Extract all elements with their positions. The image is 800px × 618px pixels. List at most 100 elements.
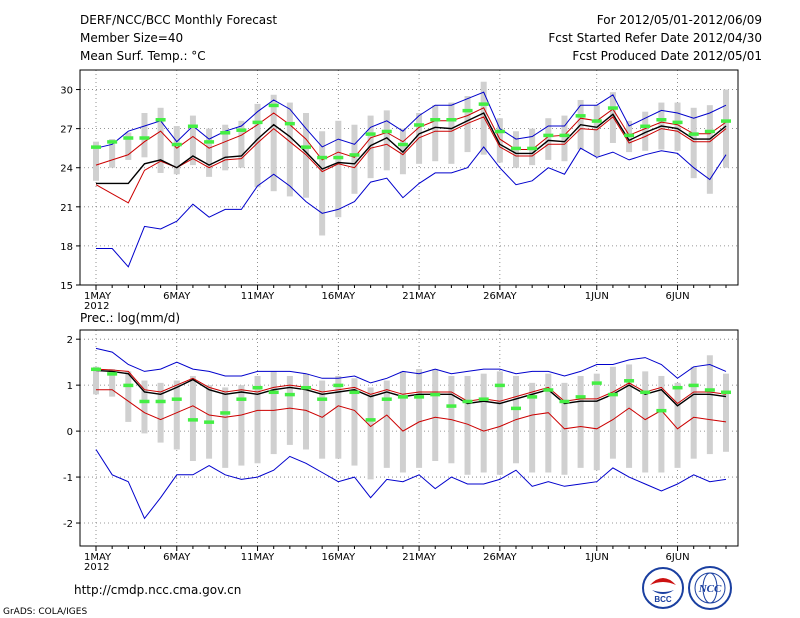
temp-spread-bar [93,141,99,181]
temp-x-tick-label: 6MAY [163,291,191,302]
temp-observed-marker [91,145,101,149]
chart-title: DERF/NCC/BCC Monthly Forecast [80,13,277,27]
temp-observed-marker [672,120,683,125]
bcc-logo-text: BCC [654,595,672,604]
prec-spread-bar [109,369,116,397]
prec-observed-marker [527,395,538,399]
temp-spread-bar [173,126,180,175]
prec-spread-bar [286,375,293,445]
prec-spread-bar [416,369,423,468]
temp-x-tick-label: 1JUN [585,291,609,302]
bcc-logo-wave [652,590,674,594]
prec-spread-bar [545,373,552,473]
prec-y-tick-label: 1 [67,381,73,392]
prec-mean-line [95,369,727,407]
prec-observed-marker [478,397,489,401]
footer-url[interactable]: http://cmdp.ncc.cma.gov.cn [74,583,241,597]
prec-spread-bar [609,366,616,459]
prec-observed-marker [462,399,473,404]
prec-observed-marker [397,395,408,399]
prec-observed-marker [446,404,457,408]
temp-spread-bar [286,102,293,197]
temp-observed-marker [543,133,554,138]
temp-lower-line [95,116,727,204]
prec-x-tick-label: 1JUN [585,552,609,563]
temp-observed-marker [478,102,489,106]
prec-spread-bar [577,375,584,468]
prec-observed-marker [704,388,715,392]
temp-observed-marker [462,108,473,113]
prec-spread-bar [496,371,503,475]
temp-min-line [96,146,727,268]
prec-observed-marker [656,408,667,413]
prec-x-tick-label: 16MAY [322,552,356,563]
temp-observed-marker [414,123,425,127]
prec-spread-bar [367,387,374,480]
prec-spread-bar [351,378,358,466]
temp-observed-marker [317,155,328,160]
temp-spread-bar [383,110,390,171]
temp-spread-bar [496,118,503,163]
temp-max-line [95,91,727,149]
prec-spread-bar [723,373,729,452]
prec-spread-bar [529,382,536,473]
start-date: Fcst Started Refer Date 2012/04/30 [548,31,762,45]
temp-spread-bar [351,124,358,194]
temp-x-tick-label: 6JUN [665,291,689,302]
temp-observed-marker [365,132,376,136]
temp-observed-marker [268,103,279,108]
temp-spread-bar [690,107,697,179]
temp-observed-marker [656,118,667,122]
temp-observed-marker [559,133,570,138]
prec-spread-bar [238,385,245,466]
prec-spread-bar [674,382,681,468]
temp-spread-bar [593,105,600,156]
temp-spread-bar [319,131,326,236]
prec-observed-marker [268,390,279,395]
temp-observed-marker [494,129,505,134]
prec-observed-marker [575,395,586,399]
temp-spread-bar [480,81,487,155]
temp-x-year-label: 2012 [84,301,109,312]
temp-mean-line [96,112,727,185]
prec-upper-line [95,368,727,405]
prec-spread-bar [658,375,665,473]
temp-spread-bar [448,102,455,164]
temp-observed-marker [721,119,731,123]
temp-observed-marker [704,129,715,134]
temp-observed-marker [139,136,150,140]
prec-observed-marker [511,406,521,411]
bcc-logo-swirl [650,578,676,585]
prec-observed-marker [543,388,554,392]
temp-observed-marker [624,133,635,138]
prec-observed-marker [414,395,425,399]
prec-spread-bar [690,366,697,459]
prec-observed-marker [607,392,618,397]
prec-observed-marker [640,390,651,395]
prec-spread-bar [270,371,277,455]
temp-spread-bar [335,120,342,218]
temp-spread-bar [367,115,374,179]
bcc-logo-ring [642,567,684,609]
prec-observed-marker [204,420,215,424]
prec-y-tick-label: -1 [63,473,73,484]
prec-min-line [95,449,727,520]
temp-spread-bar [545,118,552,160]
temp-observed-marker [688,132,699,136]
temp-upper-line [95,107,727,166]
temp-y-tick-label: 24 [60,164,73,175]
temp-y-tick-label: 21 [60,203,73,214]
temp-observed-marker [397,142,408,147]
temperature-panel: 15 18 21 24 27 30 1MAY 6MAY 11MAY 16MAY 21MAY 26MAY… [60,69,739,312]
prec-observed-marker [139,399,150,404]
prec-x-tick-label: 11MAY [241,552,275,563]
temp-y-tick-label: 15 [60,281,73,292]
temp-spread-bar [674,102,681,151]
temp-observed-marker [301,145,311,149]
prec-y-tick-label: 2 [67,335,73,346]
member-size: Member Size=40 [80,31,183,45]
temp-observed-marker [187,124,198,129]
ncc-logo: NCC [688,566,732,610]
